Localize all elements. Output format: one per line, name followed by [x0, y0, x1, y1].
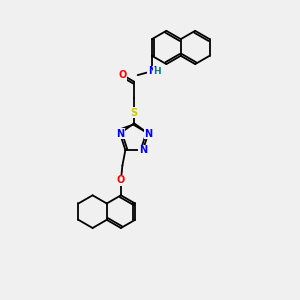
Text: N: N — [144, 128, 152, 139]
Text: O: O — [117, 176, 125, 185]
Text: N: N — [116, 128, 124, 139]
Text: H: H — [154, 67, 161, 76]
Text: O: O — [117, 176, 125, 185]
Text: S: S — [130, 108, 138, 118]
Text: N: N — [139, 145, 147, 155]
Text: O: O — [119, 70, 127, 80]
Text: N: N — [148, 66, 156, 76]
